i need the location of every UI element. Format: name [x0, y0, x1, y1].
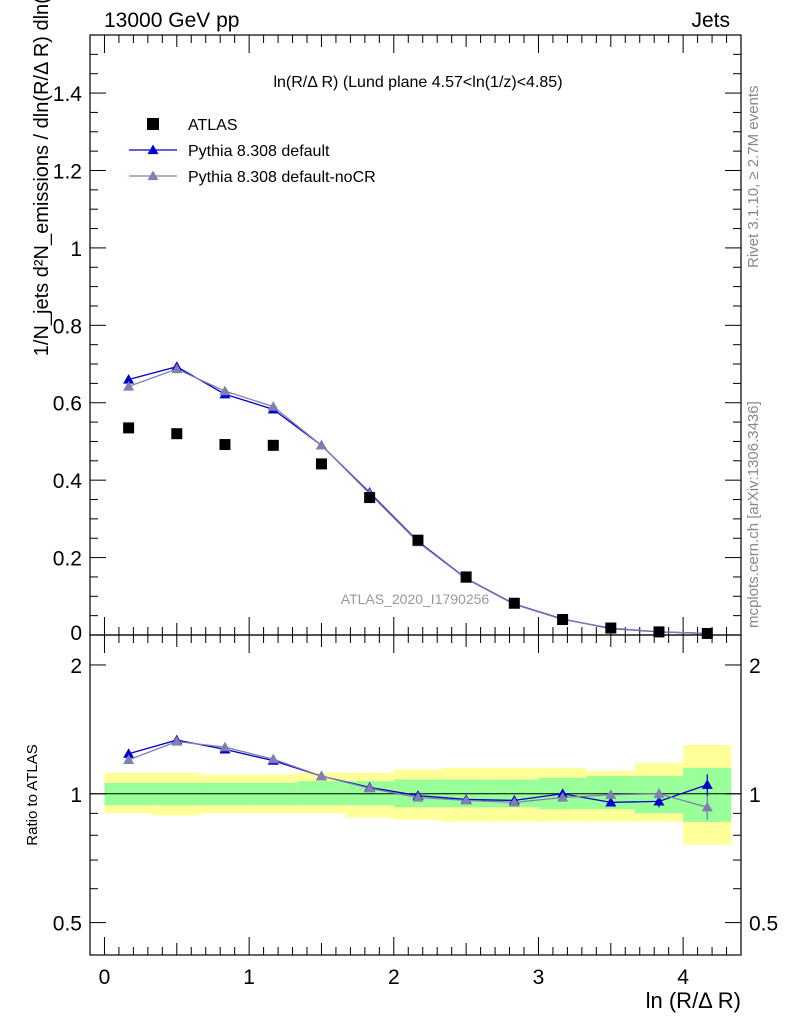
atlas-marker [171, 428, 183, 440]
ratio-nocr-marker [605, 789, 617, 799]
legend-atlas-marker [147, 118, 159, 130]
main-ytick-label: 0 [70, 622, 82, 645]
xtick-label: 1 [243, 966, 255, 989]
main-ytick-label: 0.6 [53, 393, 82, 416]
ratio-nocr-marker [557, 792, 569, 802]
main-ytick-label: 1.2 [53, 160, 82, 183]
xtick-label: 3 [533, 966, 545, 989]
atlas-marker [315, 458, 327, 470]
main-ytick-label: 0.4 [53, 470, 83, 493]
ratio-nocr-marker [364, 782, 376, 793]
pythia-default-marker [123, 374, 135, 384]
xtick-label: 2 [388, 966, 400, 989]
ratio-nocr-marker [267, 753, 279, 764]
ratio-default-marker [653, 795, 665, 806]
legend: ATLAS Pythia 8.308 default Pythia 8.308 de… [129, 117, 376, 186]
legend-label: Pythia 8.308 default [188, 143, 330, 160]
atlas-marker [267, 439, 279, 451]
atlas-marker [364, 492, 376, 504]
legend-triangle [147, 170, 159, 181]
header-jets-label: Jets [691, 9, 730, 32]
main-ytick-label: 0.2 [53, 548, 82, 571]
main-ytick-label: 1 [70, 238, 82, 261]
atlas-marker [653, 626, 665, 638]
pythia-nocr-marker [219, 385, 231, 396]
ratio-nocr-marker [171, 735, 183, 746]
analysis-watermark: ATLAS_2020_I1790256 [341, 591, 490, 607]
ratio-ytick-label-right: 1 [749, 784, 761, 807]
ratio-nocr-marker [412, 792, 424, 802]
ratio-ytick-label: 1 [70, 784, 82, 807]
ratio-default-marker [605, 796, 617, 807]
ratio-ytick-label: 0.5 [53, 913, 82, 936]
ratio-nocr-marker [219, 741, 231, 752]
atlas-marker [412, 534, 424, 546]
ratio-series [123, 734, 713, 820]
atlas-marker [557, 614, 569, 626]
xtick-label: 4 [677, 966, 689, 989]
pythia-nocr-marker [267, 401, 279, 411]
main-ytick-label: 1.4 [53, 83, 83, 106]
ratio-ytick-label: 2 [70, 655, 82, 678]
chart-title: ln(R/Δ R) (Lund plane 4.57<ln(1/z)<4.85) [273, 74, 562, 91]
atlas-marker [508, 597, 520, 609]
legend-label: ATLAS [188, 117, 238, 134]
chart-labels: ln(R/Δ R) (Lund plane 4.57<ln(1/z)<4.85)… [24, 0, 741, 1013]
ratio-ytick-label-right: 2 [749, 655, 761, 678]
rivet-version-label: Rivet 3.1.10, ≥ 2.7M events [745, 85, 762, 269]
ratio-ytick-label-right: 0.5 [749, 913, 778, 936]
ratio-nocr-marker [653, 788, 665, 798]
ratio-nocr-marker [460, 794, 472, 805]
pythia-nocr-marker [123, 380, 135, 391]
pythia-nocr-marker [171, 363, 183, 374]
ratio-nocr-marker [701, 801, 713, 812]
ratio-default-marker [701, 779, 713, 789]
axes: 0.2 0.4 0.6 0.8 1 1.2 1.4 0 0 1 2 3 4 0.5 0.5 1 1 2 2 [53, 34, 778, 989]
atlas-marker [123, 422, 135, 434]
legend-label: Pythia 8.308 default-noCR [188, 169, 376, 186]
x-axis-label: ln (R/Δ R) [646, 988, 741, 1013]
ratio-nocr-marker [123, 754, 135, 765]
header-energy-label: 13000 GeV pp [104, 9, 240, 32]
ratio-nocr-marker [508, 796, 520, 807]
band-inner-bin [297, 781, 346, 806]
ratio-y-axis-label: Ratio to ATLAS [24, 744, 41, 845]
ratio-nocr-marker [315, 770, 327, 781]
xtick-label: 0 [99, 966, 111, 989]
mcplots-label: mcplots.cern.ch [arXiv:1306.3436] [745, 401, 762, 628]
main-series [123, 361, 713, 639]
atlas-marker [605, 622, 617, 634]
ratio-frame [89, 634, 742, 956]
ratio-default-marker [123, 748, 135, 758]
atlas-marker [460, 571, 472, 583]
legend-triangle [147, 144, 159, 155]
main-ytick-label: 0.8 [53, 315, 82, 338]
pythia-nocr-marker [315, 439, 327, 450]
atlas-marker [219, 439, 231, 451]
main-y-axis-label: 1/N_jets d²N_emissions / dln(R/Δ R) dln(… [31, 0, 53, 356]
atlas-marker [701, 627, 713, 639]
